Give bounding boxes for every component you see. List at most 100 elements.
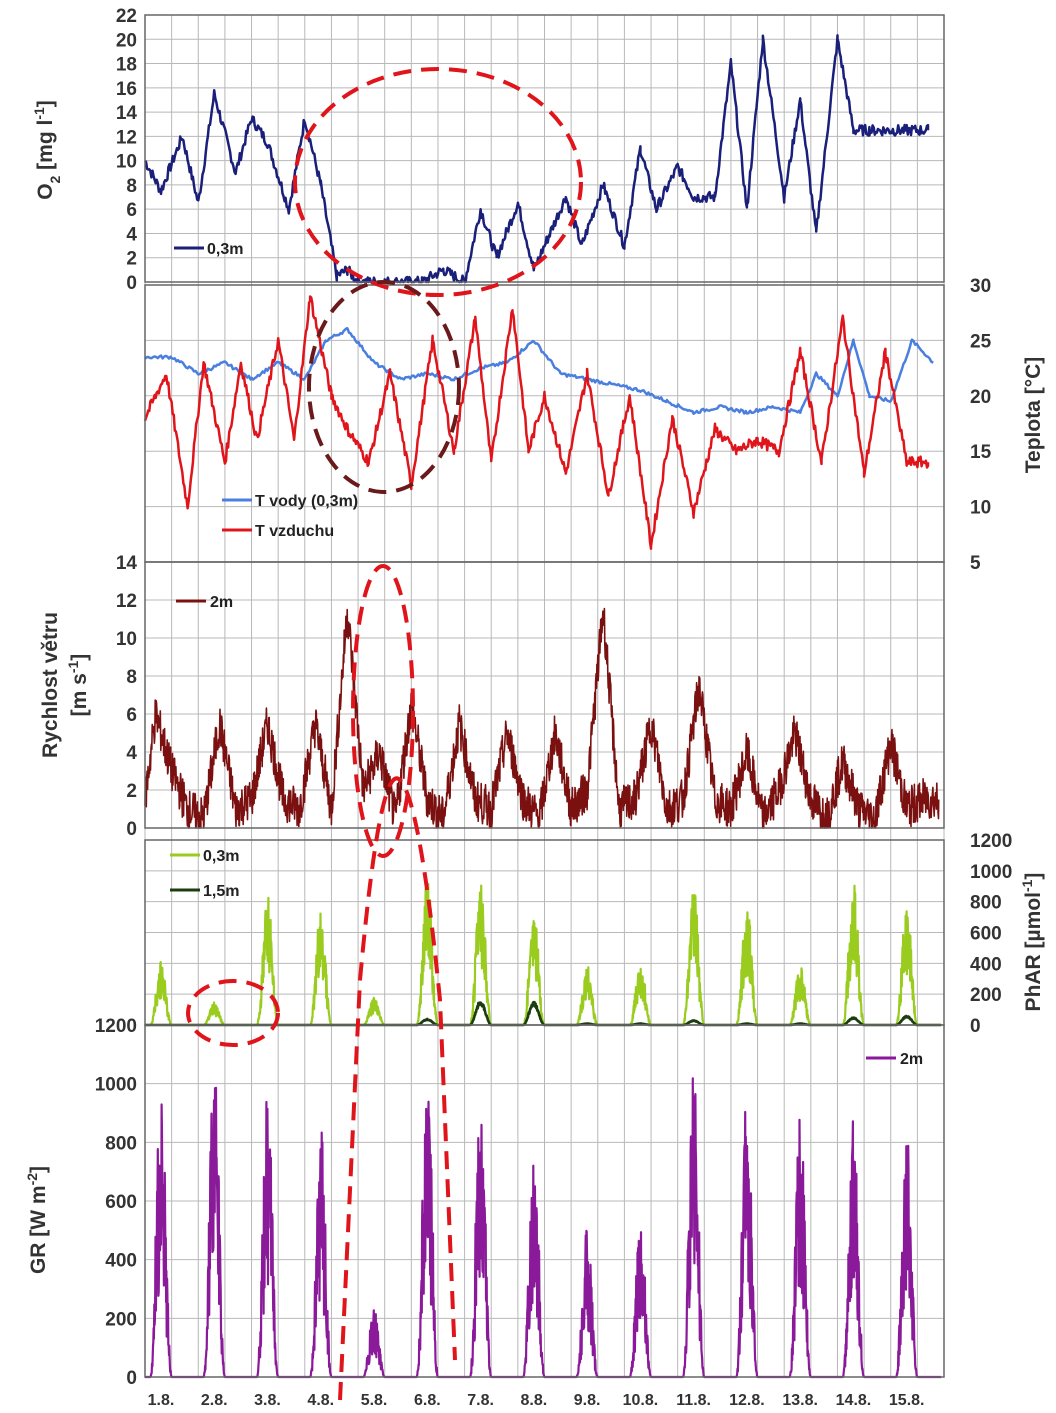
phar-15m-series-line xyxy=(144,1000,943,1027)
y-tick-label: 2 xyxy=(126,781,137,802)
y-tick-label: 6 xyxy=(126,705,137,726)
y-tick-label: 200 xyxy=(970,985,1002,1006)
panel-frames xyxy=(144,14,945,1378)
grid-lines xyxy=(144,14,945,1378)
y-tick-label: 5 xyxy=(970,553,981,574)
x-tick-label: 14.8. xyxy=(836,1392,872,1409)
y-tick-label: 1000 xyxy=(970,862,1012,883)
o2-axis-label: O2 [mg l-1] xyxy=(31,100,63,200)
y-tick-label: 8 xyxy=(126,176,137,197)
y-tick-label: 4 xyxy=(126,743,137,764)
x-tick-label: 2.8. xyxy=(201,1392,228,1409)
y-tick-label: 600 xyxy=(970,924,1002,945)
wind-axis-label-line2: [m s-1] xyxy=(65,654,91,717)
gr-legend: 2m xyxy=(866,1051,923,1068)
water-legend-label: T vody (0,3m) xyxy=(255,493,358,510)
o2-axis-label-end: ] xyxy=(34,100,57,107)
phar-small-highlight-ellipse xyxy=(186,979,280,1047)
y-tick-label: 14 xyxy=(116,553,138,574)
y-tick-label: 15 xyxy=(970,442,992,463)
y-tick-label: 1000 xyxy=(95,1075,137,1096)
x-tick-label: 9.8. xyxy=(574,1392,601,1409)
y-tick-label: 22 xyxy=(116,6,137,27)
y-tick-label: 1200 xyxy=(95,1016,137,1037)
y-tick-label: 0 xyxy=(126,819,137,840)
series-lines xyxy=(143,34,943,1379)
x-tick-label: 7.8. xyxy=(467,1392,494,1409)
x-tick-label: 10.8. xyxy=(623,1392,659,1409)
phar-axis-label: PhAR [µmol-1] xyxy=(1019,873,1045,1012)
wind-axis-label-line2-main: [m s xyxy=(68,673,91,716)
wind-axis-label-line2-end: ] xyxy=(68,654,91,661)
wind-axis-label-line2-sup: -1 xyxy=(65,660,81,673)
temp-legend: T vody (0,3m) T vzduchu xyxy=(222,493,358,540)
y-tick-label: 400 xyxy=(105,1251,137,1272)
phar-axis-label-end: ] xyxy=(1022,873,1045,880)
x-tick-label: 11.8. xyxy=(676,1392,711,1409)
phar15-legend-label: 1,5m xyxy=(203,883,239,900)
water-temp-series-line xyxy=(144,326,935,415)
y-tick-label: 30 xyxy=(970,276,991,297)
phar-gr-highlight-loop xyxy=(338,776,457,1401)
o2-highlight-ellipse xyxy=(293,67,583,297)
wind-axis-label-line1: Rychlost větru xyxy=(39,612,62,758)
x-tick-label: 1.8. xyxy=(148,1392,175,1409)
highlight-ellipses xyxy=(186,67,583,1401)
phar-legend: 0,3m 1,5m xyxy=(170,848,239,900)
panel-frame xyxy=(144,14,945,283)
y-tick-label: 20 xyxy=(116,30,137,51)
phar-axis-label-sup: -1 xyxy=(1019,879,1035,892)
gr-axis-label-sup: -2 xyxy=(24,1173,40,1186)
phar-axis-label-main: PhAR [µmol xyxy=(1022,892,1045,1011)
y-tick-label: 800 xyxy=(105,1133,137,1154)
o2-legend-label: 0,3m xyxy=(207,241,243,258)
x-tick-label: 5.8. xyxy=(361,1392,388,1409)
y-tick-label: 16 xyxy=(116,79,137,100)
y-tick-label: 10 xyxy=(970,498,991,519)
panel-frame xyxy=(144,561,945,829)
y-tick-label: 12 xyxy=(116,127,137,148)
wind-series-line xyxy=(144,607,940,829)
phar03-legend-label: 0,3m xyxy=(203,848,239,865)
y-tick-label: 10 xyxy=(116,152,137,173)
air-temp-series-line xyxy=(143,295,930,550)
y-tick-label: 20 xyxy=(970,387,991,408)
y-tick-label: 4 xyxy=(126,224,137,245)
x-tick-label: 15.8. xyxy=(889,1392,925,1409)
y-tick-label: 800 xyxy=(970,893,1002,914)
gr-legend-label: 2m xyxy=(900,1051,923,1068)
y-tick-label: 25 xyxy=(970,331,992,352)
temp-highlight-ellipse xyxy=(307,280,461,494)
o2-series-line xyxy=(144,34,930,284)
y-tick-label: 0 xyxy=(126,273,137,294)
gr-axis-label-main: GR [W m xyxy=(27,1185,50,1274)
y-tick-label: 12 xyxy=(116,591,137,612)
o2-axis-label-sub: 2 xyxy=(47,175,63,183)
x-tick-label: 13.8. xyxy=(782,1392,818,1409)
air-legend-label: T vzduchu xyxy=(255,523,334,540)
gr-axis-label-end: ] xyxy=(27,1166,50,1173)
y-tick-label: 6 xyxy=(126,200,137,221)
panel-frame xyxy=(144,1024,945,1378)
gr-series-line xyxy=(144,1077,942,1379)
x-tick-label: 12.8. xyxy=(729,1392,765,1409)
y-tick-label: 2 xyxy=(126,249,137,270)
wind-legend-label: 2m xyxy=(210,594,233,611)
wind-highlight-ellipse xyxy=(351,564,415,858)
x-tick-label: 4.8. xyxy=(307,1392,334,1409)
y-tick-label: 10 xyxy=(116,629,137,650)
y-tick-label: 18 xyxy=(116,55,137,76)
x-tick-label: 8.8. xyxy=(521,1392,548,1409)
y-tick-label: 400 xyxy=(970,954,1002,975)
o2-axis-label-sup: -1 xyxy=(31,107,47,120)
x-tick-label: 3.8. xyxy=(254,1392,281,1409)
o2-legend: 0,3m xyxy=(174,241,243,258)
temp-axis-label: Teplota [°C] xyxy=(1022,357,1045,474)
y-tick-label: 200 xyxy=(105,1309,137,1330)
y-tick-label: 0 xyxy=(126,1368,137,1389)
y-tick-label: 14 xyxy=(116,103,138,124)
x-tick-label: 6.8. xyxy=(414,1392,441,1409)
gr-axis-label: GR [W m-2] xyxy=(24,1166,50,1274)
y-tick-label: 8 xyxy=(126,667,137,688)
